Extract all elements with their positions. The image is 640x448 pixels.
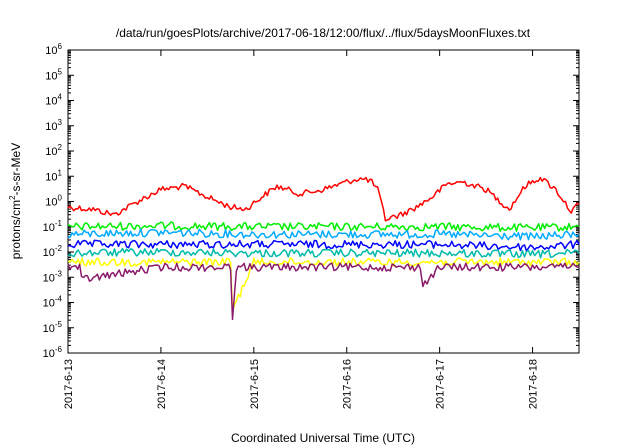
y-tick-exp: 5 bbox=[58, 67, 63, 76]
y-tick-base: 10 bbox=[45, 121, 57, 133]
series-layer bbox=[67, 176, 580, 321]
y-tick-base: 10 bbox=[43, 348, 55, 360]
y-tick-base: 10 bbox=[45, 96, 57, 108]
y-tick-exp: 4 bbox=[58, 93, 63, 102]
y-tick-label: 10-5 bbox=[43, 320, 63, 335]
y-tick-exp: -3 bbox=[55, 269, 63, 278]
y-tick-exp: 3 bbox=[58, 118, 63, 127]
y-tick-exp: 1 bbox=[58, 168, 63, 177]
y-tick-base: 10 bbox=[43, 222, 55, 234]
y-tick-label: 10-1 bbox=[43, 219, 63, 234]
y-tick-exp: -5 bbox=[55, 320, 63, 329]
series-line-2 bbox=[67, 228, 580, 241]
y-tick-label: 104 bbox=[45, 93, 62, 108]
y-tick-label: 101 bbox=[45, 168, 62, 183]
x-tick-label: 2017-6-18 bbox=[528, 359, 540, 409]
y-tick-base: 10 bbox=[45, 70, 57, 82]
y-axis-label: protons/cm2-s-sr-MeV bbox=[8, 143, 23, 259]
y-tick-label: 105 bbox=[45, 67, 62, 82]
y-tick-base: 10 bbox=[43, 272, 55, 284]
x-tick-label: 2017-6-14 bbox=[156, 359, 168, 409]
series-line-0 bbox=[67, 176, 580, 222]
x-tick-label: 2017-6-17 bbox=[435, 359, 447, 409]
series-line-6 bbox=[67, 262, 580, 321]
y-axis: 10-610-510-410-310-210-11001011021031041… bbox=[43, 42, 579, 360]
x-axis-label: Coordinated Universal Time (UTC) bbox=[231, 431, 415, 445]
y-tick-label: 10-4 bbox=[43, 295, 63, 310]
y-tick-base: 10 bbox=[45, 45, 57, 57]
x-axis: 2017-6-13 2017-6-14 2017-6-15 2017-6-16 2017… bbox=[63, 50, 540, 409]
y-tick-exp: -1 bbox=[55, 219, 63, 228]
y-tick-base: 10 bbox=[43, 247, 55, 259]
chart-title: /data/run/goesPlots/archive/2017-06-18/1… bbox=[116, 26, 531, 40]
y-tick-base: 10 bbox=[45, 197, 57, 209]
y-tick-exp: 2 bbox=[58, 143, 63, 152]
x-tick-label: 2017-6-15 bbox=[249, 359, 261, 409]
y-tick-base: 10 bbox=[43, 323, 55, 335]
y-tick-label: 100 bbox=[45, 194, 62, 209]
series-line-4 bbox=[67, 247, 580, 259]
y-tick-base: 10 bbox=[45, 171, 57, 183]
y-tick-base: 10 bbox=[43, 298, 55, 310]
plot-frame bbox=[67, 49, 580, 354]
x-tick-label: 2017-6-13 bbox=[63, 359, 75, 409]
series-line-3 bbox=[67, 239, 580, 252]
y-tick-exp: 0 bbox=[58, 194, 63, 203]
y-tick-label: 102 bbox=[45, 143, 62, 158]
y-tick-exp: -2 bbox=[55, 244, 63, 253]
y-tick-label: 106 bbox=[45, 42, 62, 57]
x-tick-label: 2017-6-16 bbox=[342, 359, 354, 409]
y-tick-exp: -6 bbox=[55, 345, 63, 354]
y-tick-label: 10-2 bbox=[43, 244, 63, 259]
y-axis-label-unit: -s-sr-MeV bbox=[9, 143, 23, 196]
y-tick-label: 10-3 bbox=[43, 269, 63, 284]
y-tick-exp: -4 bbox=[55, 295, 63, 304]
y-axis-label-text: protons/cm bbox=[9, 200, 23, 259]
y-tick-label: 10-6 bbox=[43, 345, 63, 360]
y-tick-base: 10 bbox=[45, 146, 57, 158]
y-tick-exp: 6 bbox=[58, 42, 63, 51]
y-axis-label-sup: 2 bbox=[8, 195, 17, 200]
y-tick-label: 103 bbox=[45, 118, 62, 133]
series-line-1 bbox=[67, 221, 580, 232]
